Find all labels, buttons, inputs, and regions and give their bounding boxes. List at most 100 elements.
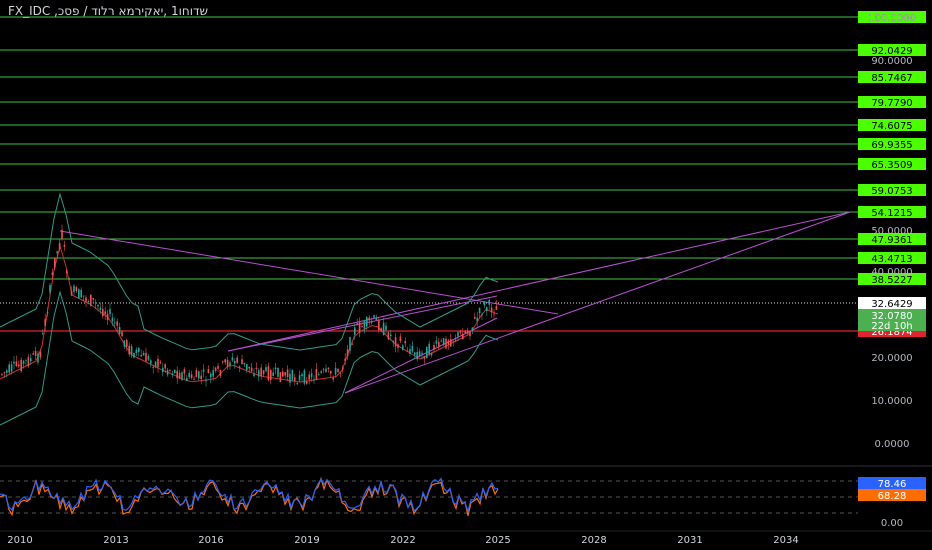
candle-body bbox=[80, 289, 82, 298]
candle-body bbox=[289, 373, 291, 383]
level-label: 54.1215 bbox=[871, 208, 912, 219]
level-label: 43.4713 bbox=[871, 254, 912, 265]
level-label: 65.3509 bbox=[871, 160, 912, 171]
candle-body bbox=[169, 370, 171, 371]
candle-body bbox=[10, 364, 13, 372]
candle-body bbox=[433, 345, 435, 350]
price-tick: 20.0000 bbox=[871, 353, 912, 364]
candle-body bbox=[495, 305, 498, 310]
candle-body bbox=[145, 352, 147, 362]
candle-body bbox=[380, 328, 382, 332]
candle-body bbox=[478, 307, 481, 314]
candle-body bbox=[368, 317, 370, 321]
candle-body bbox=[277, 367, 279, 377]
candle-body bbox=[226, 359, 229, 367]
moving-average bbox=[0, 244, 499, 383]
candle-body bbox=[92, 298, 94, 300]
candle-body bbox=[97, 304, 99, 307]
candle-body bbox=[416, 351, 418, 360]
candle-body bbox=[243, 362, 246, 365]
candle-body bbox=[68, 278, 70, 280]
candle-body bbox=[75, 287, 78, 292]
candle-body bbox=[270, 369, 272, 380]
level-label-box bbox=[858, 44, 926, 56]
candle-body bbox=[15, 361, 18, 367]
candle-body bbox=[102, 309, 104, 317]
candle-body bbox=[392, 340, 394, 343]
price-axis: 100.0000 90.0000 50.0000 40.0000 20.0000 10.0… bbox=[868, 13, 916, 450]
current-price-box bbox=[858, 297, 926, 309]
candle-body bbox=[334, 367, 337, 375]
candle-body bbox=[310, 373, 313, 378]
time-label: 2013 bbox=[103, 535, 128, 546]
candle-body bbox=[373, 315, 375, 318]
candle-body bbox=[123, 340, 126, 347]
candle-body bbox=[22, 360, 25, 364]
price-tick: 40.0000 bbox=[871, 267, 912, 278]
candle-body bbox=[462, 333, 464, 340]
candle-body bbox=[34, 350, 37, 356]
level-label: 92.0429 bbox=[871, 46, 912, 57]
candle-body bbox=[332, 377, 334, 380]
candle-body bbox=[73, 285, 75, 292]
candle-body bbox=[306, 381, 308, 384]
candle-body bbox=[284, 372, 286, 376]
candle-body bbox=[320, 371, 322, 373]
candle-body bbox=[171, 373, 174, 375]
candle-body bbox=[454, 339, 457, 341]
candle-body bbox=[58, 242, 61, 249]
candle-body bbox=[174, 369, 176, 373]
candle-body bbox=[219, 369, 222, 376]
candle-body bbox=[229, 362, 231, 366]
candle-body bbox=[150, 360, 152, 364]
price-tick: 50.0000 bbox=[871, 226, 912, 237]
candle-body bbox=[452, 340, 454, 342]
candle-body bbox=[255, 367, 258, 369]
level-label-box bbox=[858, 96, 926, 108]
candle-body bbox=[414, 352, 416, 355]
candle-body bbox=[358, 322, 361, 333]
candle-body bbox=[253, 373, 255, 377]
candle-body bbox=[1, 373, 3, 375]
level-label-box bbox=[858, 206, 926, 218]
candle-body bbox=[390, 334, 392, 336]
trend-line bbox=[344, 211, 851, 394]
time-label: 2022 bbox=[390, 535, 415, 546]
candle-body bbox=[430, 352, 433, 356]
candle-body bbox=[18, 364, 20, 367]
band-upper bbox=[0, 192, 499, 351]
candle-body bbox=[205, 379, 207, 381]
candle-body bbox=[200, 375, 202, 380]
candle-body bbox=[106, 313, 109, 321]
candle-body bbox=[44, 318, 46, 326]
candle-body bbox=[30, 358, 32, 362]
candle-body bbox=[162, 367, 164, 373]
candle-body bbox=[78, 289, 80, 299]
candle-body bbox=[404, 341, 406, 344]
candle-body bbox=[190, 374, 193, 379]
candle-body bbox=[303, 370, 306, 384]
candle-body bbox=[356, 323, 358, 325]
level-label: 38.5227 bbox=[871, 275, 912, 286]
candle-body bbox=[61, 229, 63, 240]
candle-body bbox=[250, 367, 253, 372]
rsi-blue-box bbox=[858, 477, 926, 489]
candle-body bbox=[265, 367, 267, 372]
candle-body bbox=[238, 366, 241, 368]
candle-body bbox=[363, 320, 366, 329]
candle-body bbox=[394, 337, 397, 347]
candle-body bbox=[296, 383, 298, 385]
candle-body bbox=[49, 285, 51, 293]
level-label: 74.6075 bbox=[871, 121, 912, 132]
candle-body bbox=[13, 361, 15, 364]
candle-body bbox=[90, 294, 92, 306]
candle-body bbox=[481, 314, 483, 316]
candle-body bbox=[114, 322, 116, 324]
candle-body bbox=[361, 326, 363, 327]
symbol-title: FX_IDC ,שדוחו1 ,יאקירמא רלוד / פסכ bbox=[8, 4, 209, 18]
candle-body bbox=[399, 336, 402, 342]
candle-body bbox=[418, 351, 421, 357]
level-label-box bbox=[858, 119, 926, 131]
